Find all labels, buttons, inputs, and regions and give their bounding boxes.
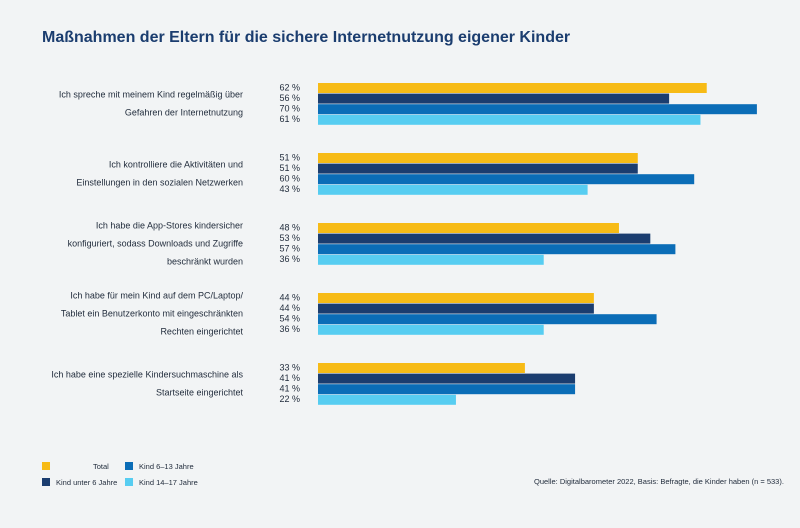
legend-swatch [42, 462, 50, 470]
bar [318, 174, 695, 185]
bar [318, 184, 588, 195]
legend-swatch [42, 478, 50, 486]
value-label: 22 % [279, 394, 300, 404]
value-label: 43 % [279, 184, 300, 194]
value-label: 60 % [279, 174, 300, 184]
value-label: 57 % [279, 244, 300, 254]
value-label: 41 % [279, 373, 300, 383]
legend-swatch [125, 462, 133, 470]
value-label: 62 % [279, 82, 300, 92]
category-label: Startseite eingerichtet [156, 388, 244, 398]
bar [318, 324, 544, 335]
bar [318, 384, 576, 395]
value-label: 56 % [279, 93, 300, 103]
bar [318, 93, 670, 104]
value-label: 53 % [279, 233, 300, 243]
bar [318, 114, 701, 125]
bar [318, 394, 456, 405]
legend-label: Kind 6–13 Jahre [139, 462, 194, 471]
value-label: 70 % [279, 104, 300, 114]
value-label: 51 % [279, 152, 300, 162]
value-label: 44 % [279, 292, 300, 302]
bar [318, 83, 707, 93]
category-label: Rechten eingerichtet [160, 327, 243, 337]
bar [318, 303, 594, 314]
bar [318, 104, 757, 115]
bar [318, 373, 576, 384]
category-label: Ich spreche mit meinem Kind regelmäßig ü… [59, 90, 243, 100]
bar [318, 163, 638, 174]
category-label: Ich habe die App-Stores kindersicher [96, 221, 243, 231]
category-label: konfiguriert, sodass Downloads und Zugri… [68, 239, 243, 249]
value-label: 33 % [279, 362, 300, 372]
bar [318, 293, 594, 303]
value-label: 48 % [279, 222, 300, 232]
value-label: 44 % [279, 303, 300, 313]
category-label: Ich kontrolliere die Aktivitäten und [109, 160, 243, 170]
bar [318, 233, 651, 244]
value-label: 41 % [279, 384, 300, 394]
chart-title: Maßnahmen der Eltern für die sichere Int… [42, 29, 570, 46]
legend-label: Total [93, 462, 109, 471]
category-label: Einstellungen in den sozialen Netzwerken [76, 178, 243, 188]
legend-swatch [125, 478, 133, 486]
bar [318, 363, 525, 373]
bar [318, 314, 657, 325]
bar [318, 223, 619, 233]
source-note: Quelle: Digitalbarometer 2022, Basis: Be… [534, 477, 784, 486]
category-label: Gefahren der Internetnutzung [125, 108, 243, 118]
value-label: 51 % [279, 163, 300, 173]
bar [318, 153, 638, 163]
category-label: Ich habe für mein Kind auf dem PC/Laptop… [70, 291, 243, 301]
value-label: 54 % [279, 314, 300, 324]
value-label: 36 % [279, 324, 300, 334]
value-label: 36 % [279, 254, 300, 264]
bar [318, 254, 544, 265]
legend-label: Kind unter 6 Jahre [56, 478, 117, 487]
category-label: Ich habe eine spezielle Kindersuchmaschi… [51, 370, 243, 380]
value-label: 61 % [279, 114, 300, 124]
legend-label: Kind 14–17 Jahre [139, 478, 198, 487]
category-label: beschränkt wurden [167, 257, 243, 267]
category-label: Tablet ein Benutzerkonto mit eingeschrän… [61, 309, 243, 319]
bar [318, 244, 676, 255]
